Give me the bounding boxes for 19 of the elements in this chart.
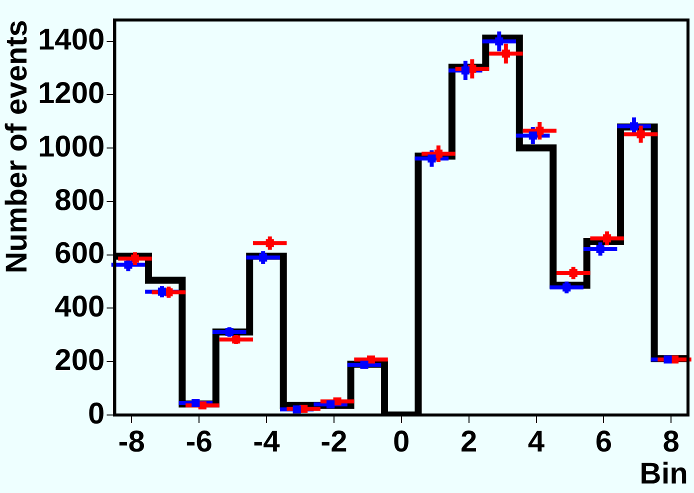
y-axis-title: Number of events <box>0 20 34 274</box>
y-tick-label: 600 <box>54 237 105 270</box>
x-tick-label: -8 <box>118 425 145 458</box>
x-tick-label: -6 <box>186 425 212 458</box>
x-axis-title: Bin <box>640 457 688 490</box>
y-tick-label: 1400 <box>38 24 105 57</box>
x-tick-label: 2 <box>460 425 478 458</box>
x-tick-label: 8 <box>662 425 680 458</box>
x-tick-label: -4 <box>253 425 280 458</box>
y-tick-label: 800 <box>54 184 105 217</box>
y-tick-label: 1000 <box>38 130 105 164</box>
y-tick-label: 200 <box>54 344 105 377</box>
x-tick-label: 4 <box>528 425 545 458</box>
y-tick-label: 400 <box>54 290 105 324</box>
y-tick-label: 0 <box>88 397 105 430</box>
x-tick-label: 6 <box>595 425 612 458</box>
x-tick-label: -2 <box>320 425 348 458</box>
x-tick-label: 0 <box>393 425 410 458</box>
y-tick-label: 1200 <box>38 76 105 110</box>
